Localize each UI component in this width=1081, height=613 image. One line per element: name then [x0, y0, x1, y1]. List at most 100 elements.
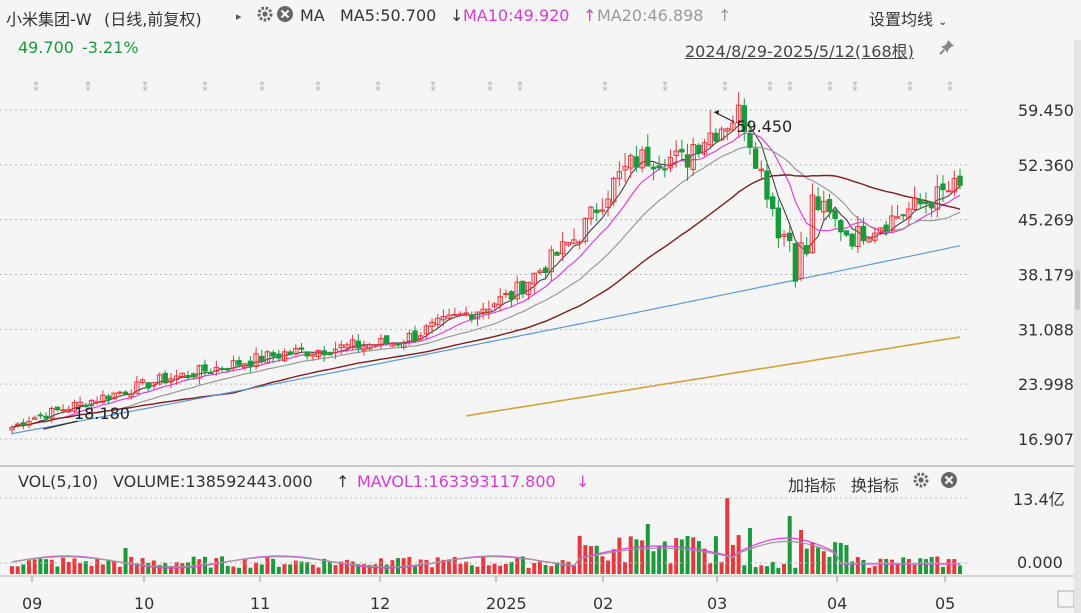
volume-bar[interactable] [214, 558, 219, 574]
volume-bar[interactable] [713, 536, 718, 574]
candle-body[interactable] [253, 353, 259, 367]
event-marker-icon[interactable]: ⁑ [852, 81, 858, 94]
candle-body[interactable] [287, 351, 293, 355]
volume-bar[interactable] [685, 535, 690, 574]
candle-body[interactable] [957, 175, 963, 186]
candle-body[interactable] [747, 133, 753, 148]
volume-bar[interactable] [384, 564, 389, 574]
volume-bar[interactable] [168, 565, 173, 574]
volume-bar[interactable] [810, 542, 815, 574]
volume-bar[interactable] [293, 560, 298, 574]
volume-bar[interactable] [764, 566, 769, 574]
candle-body[interactable] [230, 360, 237, 369]
volume-bar[interactable] [123, 548, 128, 574]
volume-bar[interactable] [305, 562, 310, 574]
volume-bar[interactable] [549, 566, 554, 574]
candle-body[interactable] [588, 206, 594, 220]
candle-body[interactable] [628, 155, 634, 169]
candle-body[interactable] [508, 291, 515, 300]
volume-bar[interactable] [157, 564, 162, 574]
volume-bar[interactable] [112, 561, 117, 574]
candle-body[interactable] [145, 382, 151, 389]
volume-bar[interactable] [89, 565, 94, 574]
candle-body[interactable] [486, 308, 492, 313]
volume-bar[interactable] [265, 556, 270, 574]
event-marker-icon[interactable]: ⁑ [517, 81, 523, 94]
candle-body[interactable] [32, 417, 38, 420]
candle-body[interactable] [928, 201, 935, 209]
volume-bar[interactable] [560, 560, 565, 574]
volume-bar[interactable] [100, 564, 105, 574]
candle-body[interactable] [764, 170, 770, 200]
volume-bar[interactable] [185, 562, 190, 574]
pin-icon[interactable] [938, 38, 956, 60]
volume-bar[interactable] [27, 560, 32, 574]
candle-body[interactable] [100, 394, 106, 403]
volume-bar[interactable] [679, 539, 684, 574]
candle-body[interactable] [372, 344, 379, 347]
candle-body[interactable] [54, 406, 61, 411]
volume-bar[interactable] [753, 567, 758, 574]
candle-body[interactable] [173, 375, 180, 381]
volume-bar[interactable] [492, 563, 497, 574]
volume-bar[interactable] [946, 559, 951, 574]
volume-bar[interactable] [316, 567, 321, 574]
candle-body[interactable] [662, 168, 668, 171]
candle-body[interactable] [838, 220, 844, 233]
candle-body[interactable] [684, 154, 691, 168]
candle-body[interactable] [849, 233, 855, 247]
event-marker-icon[interactable]: ⁑ [827, 81, 833, 94]
candle-body[interactable] [202, 364, 208, 372]
volume-bar[interactable] [855, 557, 860, 574]
candle-body[interactable] [673, 150, 679, 157]
candle-body[interactable] [207, 372, 214, 375]
volume-bar[interactable] [730, 544, 735, 574]
volume-bar[interactable] [458, 563, 463, 574]
candle-body[interactable] [656, 165, 662, 169]
volume-bar[interactable] [884, 558, 889, 574]
expand-arrow-icon[interactable]: ▸ [236, 10, 242, 23]
candle-body[interactable] [843, 230, 850, 236]
candle-body[interactable] [860, 225, 867, 242]
volume-bar[interactable] [350, 561, 355, 574]
event-marker-icon[interactable]: ⁑ [430, 81, 436, 94]
volume-bar[interactable] [742, 565, 747, 574]
volume-bar[interactable] [554, 562, 559, 574]
candle-body[interactable] [821, 200, 827, 213]
candle-body[interactable] [633, 156, 640, 168]
candle-body[interactable] [128, 393, 134, 398]
candle-body[interactable] [162, 372, 168, 384]
event-marker-icon[interactable]: ⁑ [947, 81, 953, 94]
volume-bar[interactable] [356, 564, 361, 574]
candle-body[interactable] [270, 352, 276, 357]
volume-bar[interactable] [918, 558, 923, 574]
candle-body[interactable] [480, 308, 486, 313]
volume-bar[interactable] [310, 564, 315, 574]
volume-bar[interactable] [180, 563, 185, 574]
volume-bar[interactable] [242, 558, 247, 574]
volume-bar[interactable] [804, 548, 809, 574]
volume-bar[interactable] [702, 548, 707, 574]
event-marker-icon[interactable]: ⁑ [142, 81, 148, 94]
candle-body[interactable] [565, 241, 572, 246]
candle-body[interactable] [332, 348, 339, 354]
candle-body[interactable] [349, 339, 356, 348]
volume-bar[interactable] [44, 559, 49, 574]
volume-bar[interactable] [117, 566, 122, 574]
volume-bar[interactable] [759, 565, 764, 574]
candle-body[interactable] [281, 351, 288, 362]
candle-body[interactable] [758, 168, 765, 172]
candle-body[interactable] [645, 146, 651, 167]
volume-bar[interactable] [787, 516, 792, 574]
volume-bar[interactable] [747, 528, 752, 574]
candle-body[interactable] [94, 401, 100, 404]
candle-body[interactable] [412, 330, 418, 341]
candle-body[interactable] [520, 280, 526, 295]
period-adjust[interactable]: (日线,前复权) [104, 10, 202, 29]
stock-name[interactable]: 小米集团-W [6, 10, 92, 29]
volume-bar[interactable] [481, 557, 486, 574]
candle-body[interactable] [514, 281, 520, 300]
volume-bar[interactable] [776, 567, 781, 574]
candle-body[interactable] [582, 218, 589, 242]
candle-body[interactable] [446, 314, 452, 319]
